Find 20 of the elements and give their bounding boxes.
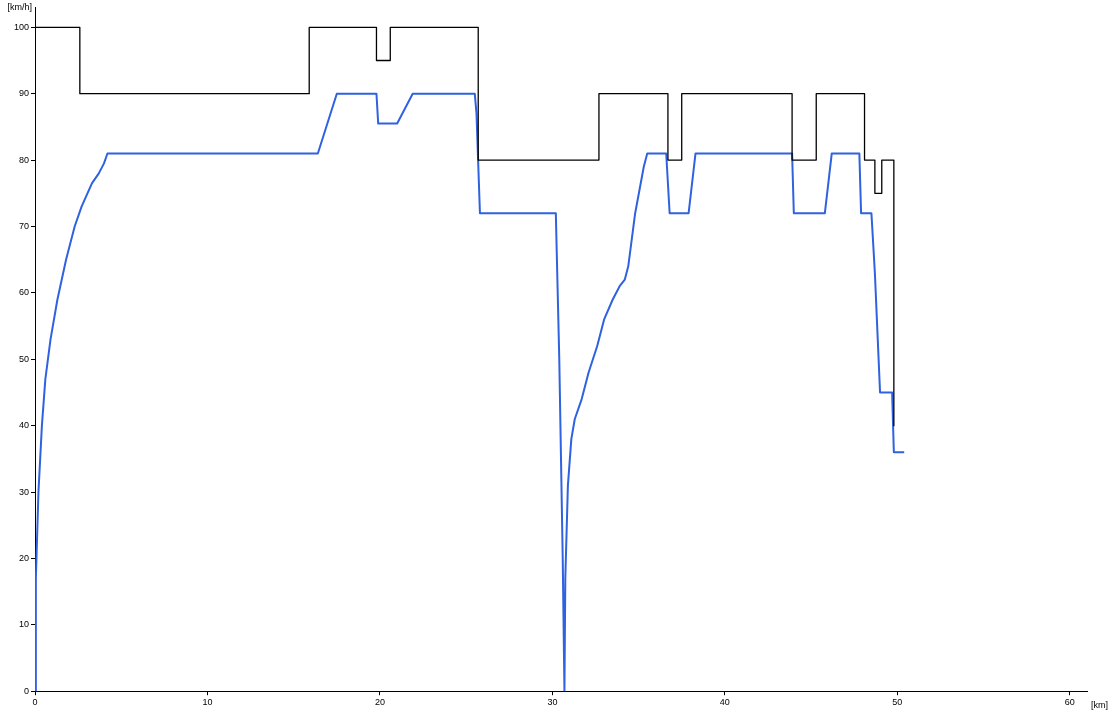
y-tick-label: 100	[13, 21, 29, 32]
x-axis-title: [km]	[1091, 699, 1108, 710]
y-tick-label: 90	[18, 88, 29, 99]
y-tick-label: 70	[18, 220, 29, 231]
y-tick-label: 40	[18, 420, 29, 431]
x-tick-label: 20	[374, 697, 385, 708]
y-tick-label: 10	[18, 619, 29, 630]
x-tick-label: 10	[202, 697, 213, 708]
y-tick-label: 80	[18, 154, 29, 165]
x-tick-label: 0	[32, 697, 38, 708]
y-tick-label: 20	[18, 552, 29, 563]
y-tick-label: 60	[18, 287, 29, 298]
y-tick-label: 50	[18, 353, 29, 364]
x-tick-label: 40	[719, 697, 730, 708]
x-tick-label: 50	[892, 697, 903, 708]
x-tick-label: 60	[1064, 697, 1075, 708]
x-tick-label: 30	[547, 697, 558, 708]
y-axis-title: [km/h]	[7, 1, 32, 12]
y-tick-label: 30	[18, 486, 29, 497]
y-tick-label: 0	[23, 685, 29, 696]
